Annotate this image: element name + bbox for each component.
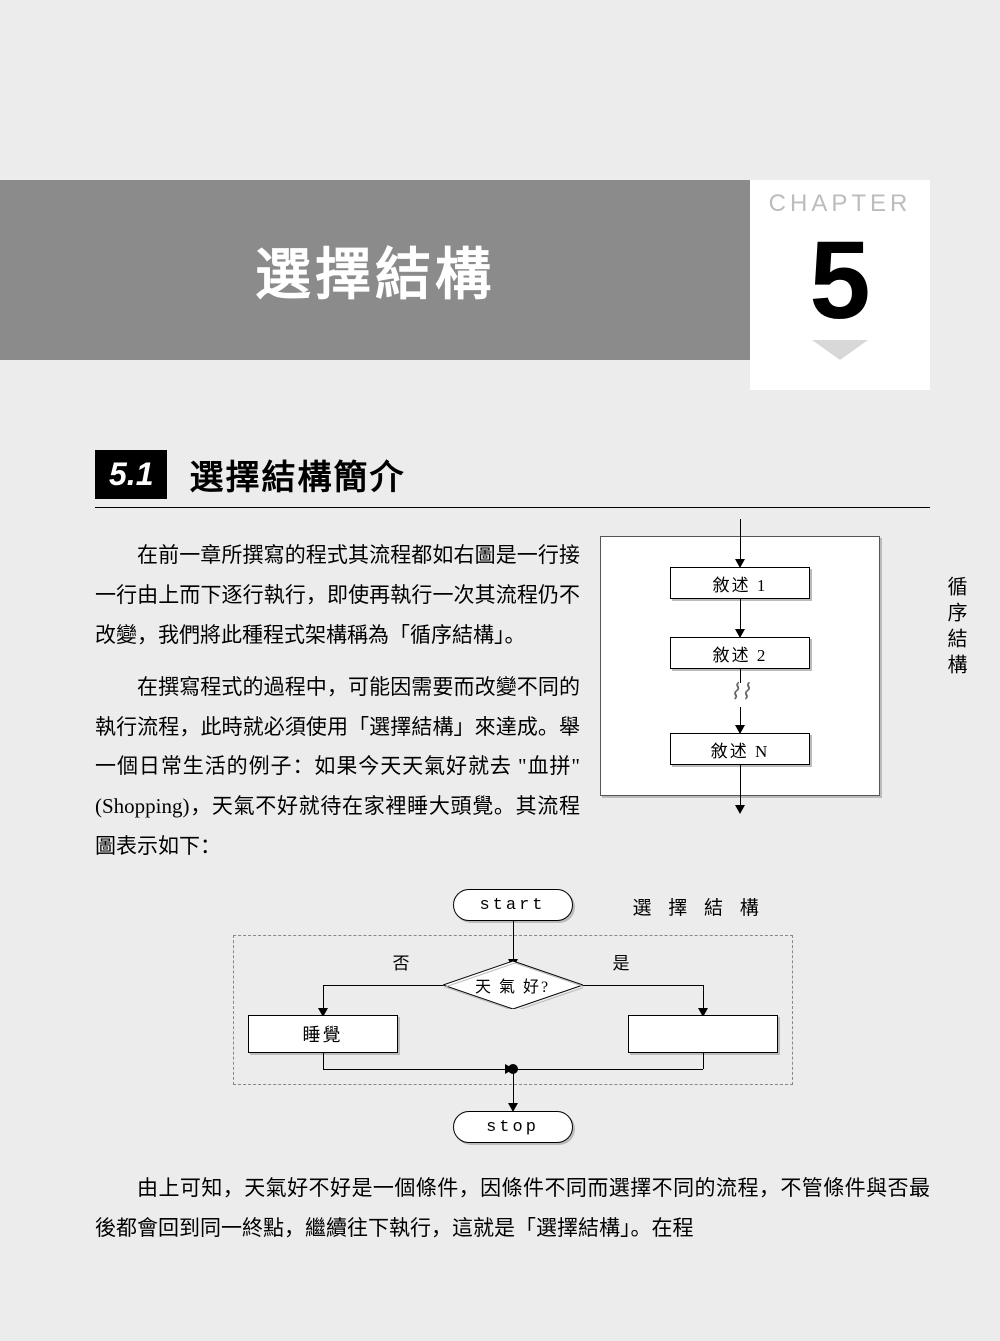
chapter-title: 選擇結構 [255, 230, 495, 311]
chapter-label: CHAPTER [750, 180, 930, 218]
flow-line [513, 921, 514, 961]
flow-line [323, 1069, 513, 1070]
seq-arrow-line [740, 599, 741, 629]
flow-line [583, 985, 703, 986]
selection-label: 選 擇 結 構 [633, 893, 765, 920]
flow-line [513, 1069, 514, 1105]
paragraph-2: 在撰寫程式的過程中，可能因需要而改變不同的執行流程，此時就必須使用「選擇結構」來… [95, 668, 580, 867]
seq-arrow-line [740, 707, 741, 725]
chapter-number-box: CHAPTER 5 [750, 180, 930, 390]
chapter-number: 5 [750, 226, 930, 336]
decision-diamond: 天 氣 好? [443, 961, 583, 1009]
content: 5.1 選擇結構簡介 在前一章所撰寫的程式其流程都如右圖是一行接一行由上而下逐行… [95, 450, 930, 1261]
decision-text: 天 氣 好? [443, 961, 583, 1009]
left-process: 睡覺 [248, 1015, 398, 1053]
flow-line [323, 985, 324, 1010]
flow-line [513, 1069, 703, 1070]
no-label: 否 [393, 949, 410, 974]
seq-node-1: 敘述 1 [670, 567, 810, 599]
sequential-box: 敘述 1 敘述 2 ⌇⌇ 敘述 N [600, 536, 880, 796]
chevron-down-icon [812, 340, 868, 360]
paragraph-3: 由上可知，天氣好不好是一個條件，因條件不同而選擇不同的流程，不管條件與否最後都會… [95, 1169, 930, 1249]
ellipsis-icon: ⌇⌇ [729, 679, 750, 705]
arrow-down-icon [735, 805, 745, 814]
seq-node-2: 敘述 2 [670, 637, 810, 669]
start-terminal: start [453, 889, 573, 921]
section-number: 5.1 [95, 450, 167, 499]
stop-terminal: stop [453, 1111, 573, 1143]
flow-line [323, 1053, 324, 1069]
yes-label: 是 [613, 949, 630, 974]
seq-arrow-line [740, 519, 741, 559]
flow-line [703, 1053, 704, 1069]
flow-line [323, 985, 443, 986]
sequential-label: 循序結構 [941, 576, 970, 680]
right-process [628, 1015, 778, 1053]
seq-arrow-line [740, 765, 741, 805]
seq-node-n: 敘述 N [670, 733, 810, 765]
paragraph-1: 在前一章所撰寫的程式其流程都如右圖是一行接一行由上而下逐行執行，即使再執行一次其… [95, 536, 580, 656]
flow-line [703, 985, 704, 1010]
section-title: 選擇結構簡介 [189, 450, 405, 499]
page: 選擇結構 CHAPTER 5 5.1 選擇結構簡介 在前一章所撰寫的程式其流程都… [0, 0, 1000, 1341]
chapter-banner: 選擇結構 [0, 180, 750, 360]
sequential-diagram: 敘述 1 敘述 2 ⌇⌇ 敘述 N 循序結 [600, 536, 930, 879]
intro-row: 在前一章所撰寫的程式其流程都如右圖是一行接一行由上而下逐行執行，即使再執行一次其… [95, 536, 930, 879]
intro-text: 在前一章所撰寫的程式其流程都如右圖是一行接一行由上而下逐行執行，即使再執行一次其… [95, 536, 580, 879]
section-heading: 5.1 選擇結構簡介 [95, 450, 930, 508]
selection-diagram: start 選 擇 結 構 天 氣 好? 否 睡覺 是 [213, 889, 813, 1149]
